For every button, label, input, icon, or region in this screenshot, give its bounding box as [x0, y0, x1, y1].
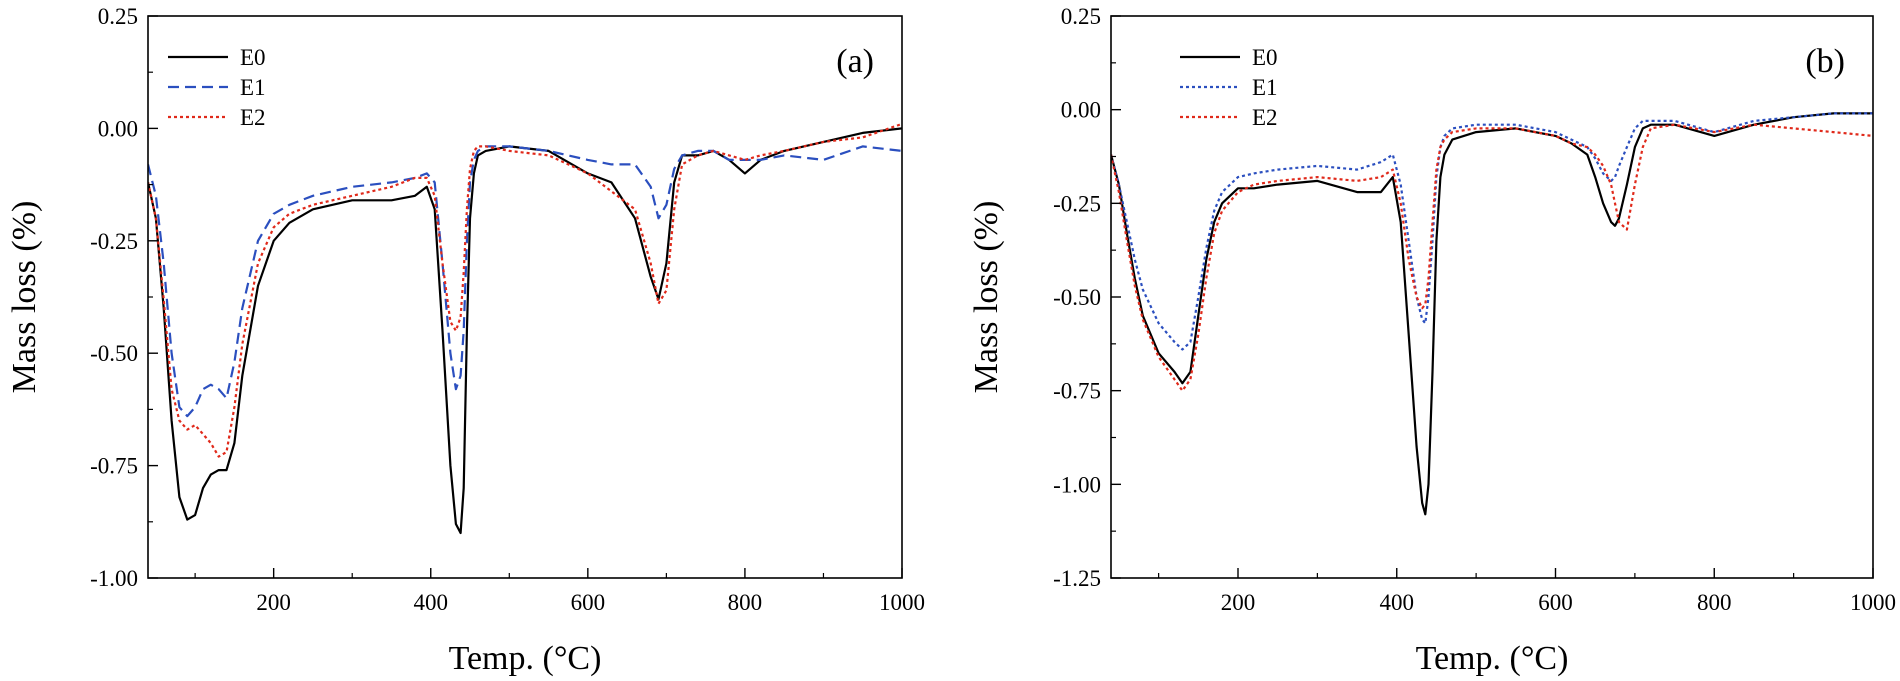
y-tick-label: 0.25	[1061, 4, 1101, 29]
y-tick-label: -0.25	[1053, 191, 1101, 216]
y-tick-label: -0.75	[90, 454, 138, 479]
plot-frame	[147, 15, 903, 579]
y-axis-title: Mass loss (%)	[6, 201, 43, 394]
y-tick-label: -0.50	[1053, 285, 1101, 310]
x-tick-label: 1000	[879, 590, 925, 615]
x-tick-label: 1000	[1850, 590, 1896, 615]
x-tick-label: 400	[414, 590, 449, 615]
legend-label-e0: E0	[240, 45, 266, 70]
y-tick-label: -0.25	[90, 229, 138, 254]
x-tick-label: 800	[1697, 590, 1732, 615]
legend-label-e1: E1	[240, 75, 266, 100]
y-tick-label: -1.25	[1053, 566, 1101, 591]
legend-label-e2: E2	[1252, 105, 1278, 130]
x-tick-label: 600	[1538, 590, 1573, 615]
y-tick-label: -0.50	[90, 341, 138, 366]
panel-b: 200 400 600 800 1000 0.25 0.00 -0.25 -0.50 -0.75 -…	[968, 4, 1896, 677]
x-axis-title: Temp. (°C)	[1416, 640, 1569, 677]
x-tick-label: 400	[1380, 590, 1415, 615]
legend: E0 E1 E2	[168, 45, 266, 130]
y-tick-label: -1.00	[1053, 472, 1101, 497]
y-tick-label: 0.00	[98, 116, 138, 141]
x-axis-title: Temp. (°C)	[449, 640, 602, 677]
x-tick-label: 200	[256, 590, 291, 615]
series-line-e1	[148, 145, 902, 418]
x-tick-label: 800	[728, 590, 763, 615]
x-tick-label: 200	[1221, 590, 1256, 615]
legend: E0 E1 E2	[1180, 45, 1278, 130]
legend-label-e2: E2	[240, 105, 266, 130]
panel-label: (a)	[836, 43, 874, 80]
legend-label-e0: E0	[1252, 45, 1278, 70]
series-line-e0	[1111, 112, 1873, 516]
y-tick-label: 0.25	[98, 4, 138, 29]
series-line-e1	[1111, 112, 1873, 351]
y-tick-label: -0.75	[1053, 379, 1101, 404]
plot-frame	[1110, 15, 1874, 579]
y-tick-label: 0.00	[1061, 98, 1101, 123]
series-line-e2	[148, 122, 902, 458]
series-line-e2	[1111, 123, 1873, 392]
panel-a: 200 400 600 800 1000 0.25 0.00 -0.25 -0.50 -0.75 -…	[6, 4, 925, 677]
legend-label-e1: E1	[1252, 75, 1278, 100]
x-tick-label: 600	[571, 590, 606, 615]
panel-label: (b)	[1805, 43, 1845, 80]
series-line-e0	[148, 127, 902, 535]
y-axis-title: Mass loss (%)	[968, 201, 1005, 394]
y-tick-label: -1.00	[90, 566, 138, 591]
